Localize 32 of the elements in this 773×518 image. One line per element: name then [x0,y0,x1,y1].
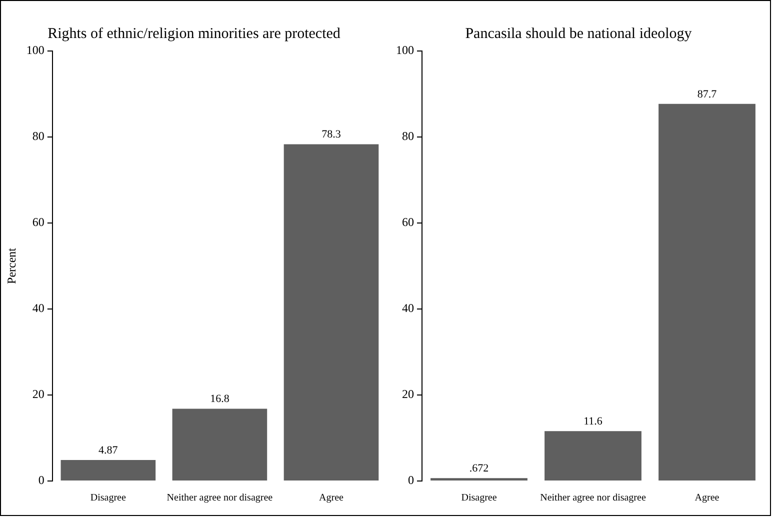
x-tick-label: Disagree [461,492,498,504]
y-tick-label: 40 [32,301,44,316]
x-tick-label: Disagree [90,492,126,504]
y-tick-label: 60 [32,215,44,230]
y-tick-label: 0 [408,473,414,488]
x-tick-label: Neither agree nor disagree [166,492,274,504]
y-tick-label: 80 [32,129,44,144]
chart-title: Pancasila should be national ideology [465,26,692,42]
x-tick-label: Neither agree nor disagree [540,492,646,504]
x-tick-label: Agree [319,492,344,504]
y-tick-label: 0 [38,473,44,488]
bar [544,431,642,480]
bar [284,144,379,480]
chart-title: Rights of ethnic/religion minorities are protected [48,26,341,42]
y-tick-label: 100 [26,43,44,58]
y-tick-label: 20 [402,387,414,402]
x-tick-label: Agree [694,492,720,504]
data-label: 4.87 [98,444,118,456]
y-tick-label: 100 [396,43,414,58]
data-label: .672 [469,462,489,474]
y-tick-label: 60 [402,215,414,230]
y-tick-label: 20 [32,387,44,402]
y-tick-label: 80 [402,129,414,144]
y-axis-title: Percent [4,247,18,284]
y-tick-label: 40 [402,301,414,316]
data-label: 87.7 [697,88,718,100]
data-label: 16.8 [210,393,230,406]
data-label: 78.3 [322,128,342,141]
bar [172,408,268,480]
bar [658,104,756,480]
bar [60,460,156,480]
data-label: 11.6 [584,416,603,428]
